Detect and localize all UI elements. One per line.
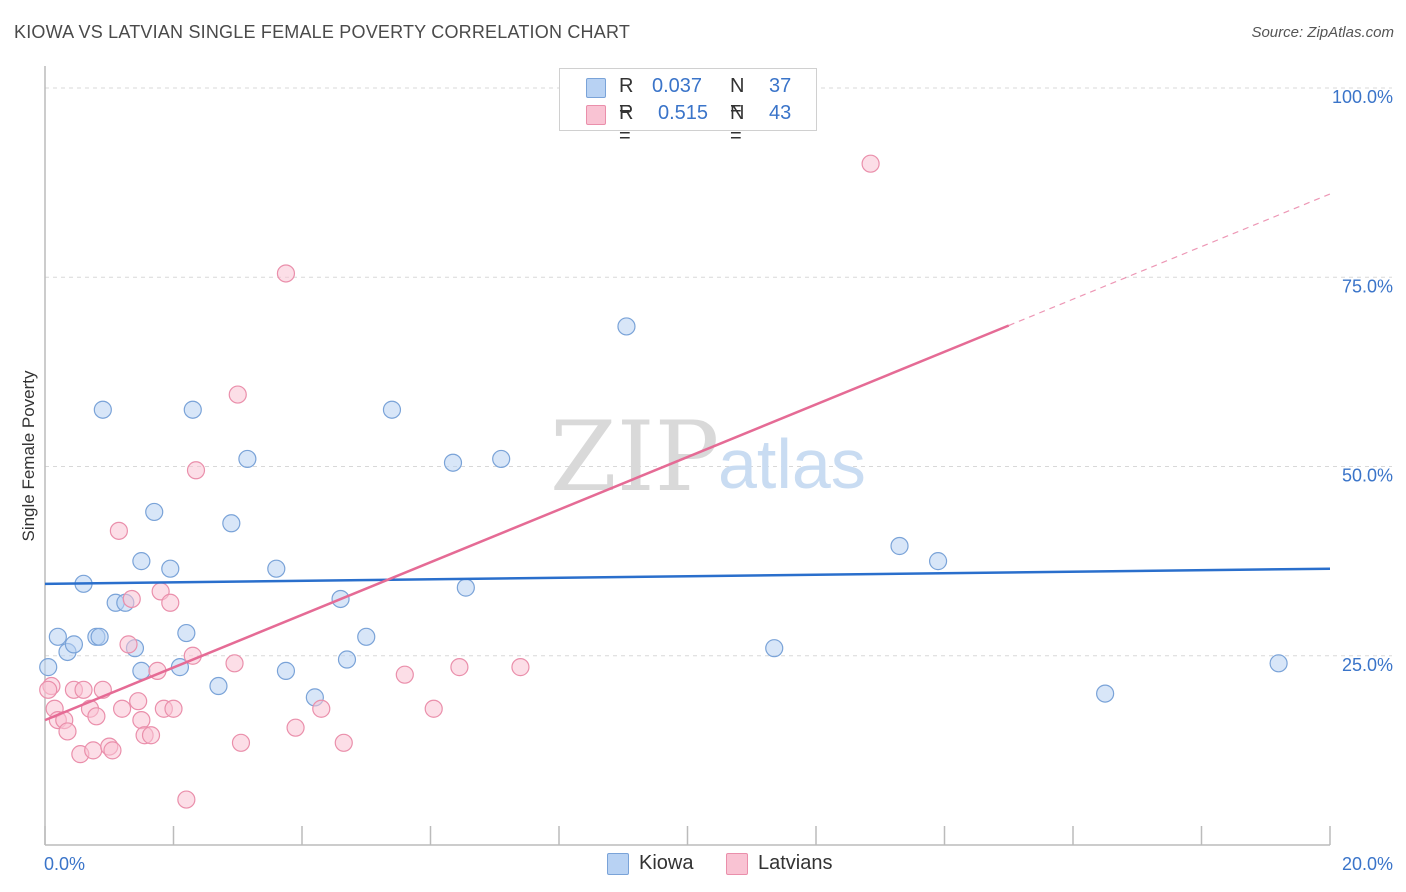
latvian-point <box>58 722 77 741</box>
kiowa-point <box>765 639 784 658</box>
latvian-r-value: 0.515 <box>658 102 709 124</box>
kiowa-point <box>928 552 948 571</box>
tick-labels: 25.0% 50.0% 75.0% 100.0% 0.0% 20.0% <box>44 87 1393 874</box>
latvian-point <box>861 154 880 173</box>
kiowa-point <box>492 449 511 469</box>
latvian-point <box>395 665 414 684</box>
kiowa-point <box>1096 684 1115 703</box>
kiowa-point <box>64 635 84 654</box>
kiowa-point <box>132 552 151 571</box>
kiowa-point <box>183 400 202 419</box>
kiowa-point <box>209 676 228 696</box>
source-label: Source: ZipAtlas.com <box>1251 24 1394 41</box>
kiowa-point <box>145 502 164 522</box>
kiowa-point <box>443 453 463 472</box>
kiowa-swatch <box>586 78 606 98</box>
kiowa-point <box>238 449 257 469</box>
latvian-point <box>312 699 331 718</box>
latvian-point <box>84 741 103 760</box>
kiowa-point <box>357 627 376 646</box>
y-axis-title-text: Single Female Poverty <box>19 370 38 542</box>
y-tick-label: 25.0% <box>1342 655 1393 675</box>
kiowa-point <box>48 627 67 646</box>
axes <box>44 66 1331 846</box>
x-tick-label: 0.0% <box>44 854 85 874</box>
watermark-atlas: atlas <box>718 425 866 503</box>
y-tick-label: 50.0% <box>1342 466 1393 486</box>
bottom-kiowa-swatch <box>607 853 629 875</box>
kiowa-point <box>1269 654 1288 673</box>
kiowa-n-label: N = <box>730 75 745 120</box>
latvian-point <box>286 718 305 737</box>
chart-title: KIOWA VS LATVIAN SINGLE FEMALE POVERTY C… <box>14 22 631 42</box>
latvian-point <box>177 790 196 809</box>
kiowa-point <box>267 559 286 578</box>
kiowa-point <box>337 650 357 669</box>
kiowa-point <box>617 317 636 336</box>
kiowa-point <box>222 514 241 533</box>
bottom-latvian-swatch <box>726 853 748 875</box>
latvian-point <box>161 593 180 612</box>
latvian-point <box>119 635 138 654</box>
kiowa-points <box>39 317 1288 707</box>
latvian-point <box>103 741 122 760</box>
kiowa-point <box>93 400 112 419</box>
trend-lines <box>44 193 1331 722</box>
kiowa-point <box>177 623 196 643</box>
kiowa-r-label: R = <box>619 75 634 120</box>
kiowa-r-value: 0.037 <box>652 75 703 97</box>
latvians-trend-line <box>44 324 1010 722</box>
latvian-point <box>87 707 106 726</box>
watermark-zip: ZIP <box>550 401 719 513</box>
latvian-point <box>109 521 128 540</box>
latvian-r-label: R = <box>619 102 634 147</box>
kiowa-point <box>90 627 109 646</box>
kiowa-point <box>39 658 58 677</box>
gridlines <box>45 87 1392 657</box>
kiowa-point <box>161 559 180 578</box>
latvian-point <box>39 680 58 699</box>
latvian-point <box>122 589 141 609</box>
kiowa-point <box>890 536 909 556</box>
latvian-point <box>112 699 132 718</box>
latvian-point <box>228 385 247 404</box>
latvian-point <box>225 654 244 673</box>
latvian-n-label: N = <box>730 102 745 147</box>
latvians-trend-extension <box>1008 193 1331 327</box>
kiowa-n-value: 37 <box>769 75 792 97</box>
latvian-point <box>74 680 93 699</box>
kiowa-point <box>276 661 296 680</box>
latvian-swatch <box>586 105 606 125</box>
kiowa-trend-line <box>44 567 1331 586</box>
latvian-point <box>186 461 206 480</box>
latvian-point <box>424 699 443 718</box>
latvian-point <box>129 692 148 711</box>
y-tick-label: 100.0% <box>1332 87 1393 107</box>
latvian-point <box>334 733 353 752</box>
watermark: ZIP atlas <box>550 401 866 513</box>
correlation-legend: R = 0.037 N = 37 R = 0.515 N = 43 <box>559 68 817 147</box>
kiowa-point <box>132 661 151 680</box>
bottom-kiowa-label: Kiowa <box>639 852 694 874</box>
latvian-n-value: 43 <box>769 102 792 124</box>
kiowa-point <box>382 400 402 419</box>
latvian-point <box>511 658 530 677</box>
kiowa-point <box>456 578 475 597</box>
y-tick-label: 75.0% <box>1342 276 1393 296</box>
x-tick-label: 20.0% <box>1342 854 1393 874</box>
latvian-point <box>450 658 469 677</box>
latvian-point <box>164 699 183 718</box>
y-axis-title: Single Female Poverty <box>19 370 38 542</box>
latvian-point <box>141 726 161 745</box>
bottom-latvian-label: Latvians <box>758 852 833 874</box>
latvian-point <box>231 733 251 752</box>
latvian-point <box>132 710 151 730</box>
latvian-point <box>276 264 296 283</box>
